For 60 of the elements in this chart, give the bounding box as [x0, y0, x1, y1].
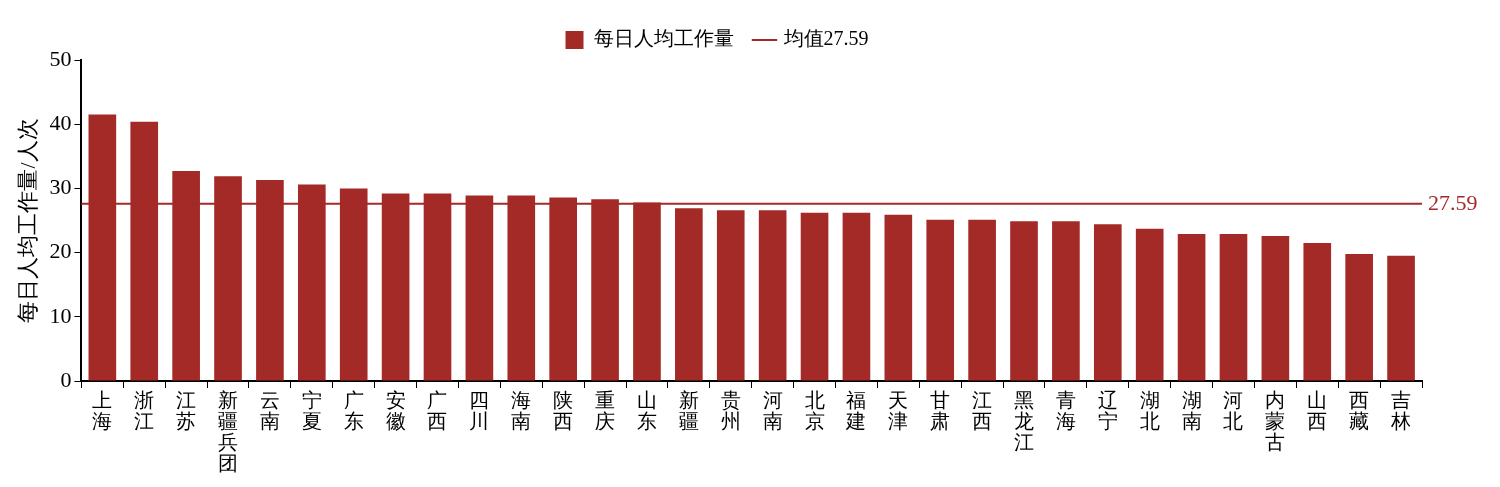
x-tick-label: 广西	[427, 388, 448, 432]
x-tick-label: 辽宁	[1097, 388, 1118, 432]
legend-label: 每日人均工作量	[593, 27, 734, 50]
bar	[1135, 228, 1164, 381]
x-tick-label: 宁夏	[301, 388, 322, 432]
x-tick-label: 浙江	[134, 388, 155, 432]
x-tick-label: 内蒙古	[1265, 388, 1286, 453]
bar	[1219, 233, 1248, 381]
x-tick-label: 吉林	[1390, 388, 1412, 432]
x-tick-label: 天津	[888, 388, 909, 432]
bar	[1261, 235, 1290, 381]
x-tick-label: 海南	[511, 388, 532, 432]
bar	[1052, 221, 1080, 381]
x-tick-label: 山西	[1307, 388, 1328, 432]
bar	[758, 210, 787, 381]
y-tick-label: 10	[49, 302, 72, 328]
x-tick-label: 黑龙江	[1014, 388, 1035, 453]
x-tick-label: 安徽	[385, 388, 406, 432]
bar	[1345, 253, 1373, 381]
bar	[800, 212, 829, 381]
bar	[842, 212, 871, 381]
x-tick-label: 湖南	[1181, 388, 1202, 432]
x-tick-label: 新疆	[678, 388, 699, 432]
x-tick-label: 江西	[972, 388, 993, 432]
text: 27.59	[1428, 189, 1478, 215]
bar	[884, 214, 913, 381]
y-axis-title: 每日人均工作量/人次	[14, 118, 40, 323]
x-tick-label: 云南	[259, 388, 280, 432]
x-tick-label: 重庆	[595, 388, 616, 432]
bar	[1093, 224, 1122, 381]
x-tick-label: 甘肃	[930, 388, 951, 432]
bar	[926, 219, 955, 381]
x-tick-label: 江苏	[176, 388, 197, 432]
bar	[1177, 233, 1206, 381]
x-tick-label: 福建	[845, 388, 867, 432]
y-tick-label: 50	[49, 45, 72, 71]
bar	[1387, 255, 1415, 381]
x-tick-label: 河南	[762, 388, 783, 432]
bar	[1303, 242, 1332, 381]
x-tick-label: 西藏	[1349, 388, 1370, 432]
x-tick-label: 广东	[343, 388, 364, 432]
x-tick-label: 北京	[804, 388, 825, 432]
bar	[716, 210, 745, 381]
bar	[1010, 221, 1038, 381]
x-tick-label: 湖北	[1139, 388, 1160, 432]
y-tick-label: 40	[49, 109, 72, 135]
legend-label: 均值27.59	[782, 27, 869, 50]
y-tick-label: 30	[49, 174, 72, 200]
x-tick-label: 上海	[92, 388, 113, 432]
x-tick-label: 山东	[636, 388, 657, 432]
bar	[675, 208, 703, 381]
x-tick-label: 贵州	[720, 388, 741, 432]
x-tick-label: 青海	[1055, 388, 1076, 432]
x-tick-label: 四川	[469, 388, 490, 432]
y-tick-label: 0	[60, 366, 72, 392]
bar	[968, 219, 996, 381]
x-tick-label: 陕西	[553, 388, 574, 432]
x-tick-label: 新疆兵团	[218, 388, 239, 474]
x-tick-label: 河北	[1223, 388, 1244, 432]
y-tick-label: 20	[49, 238, 72, 264]
